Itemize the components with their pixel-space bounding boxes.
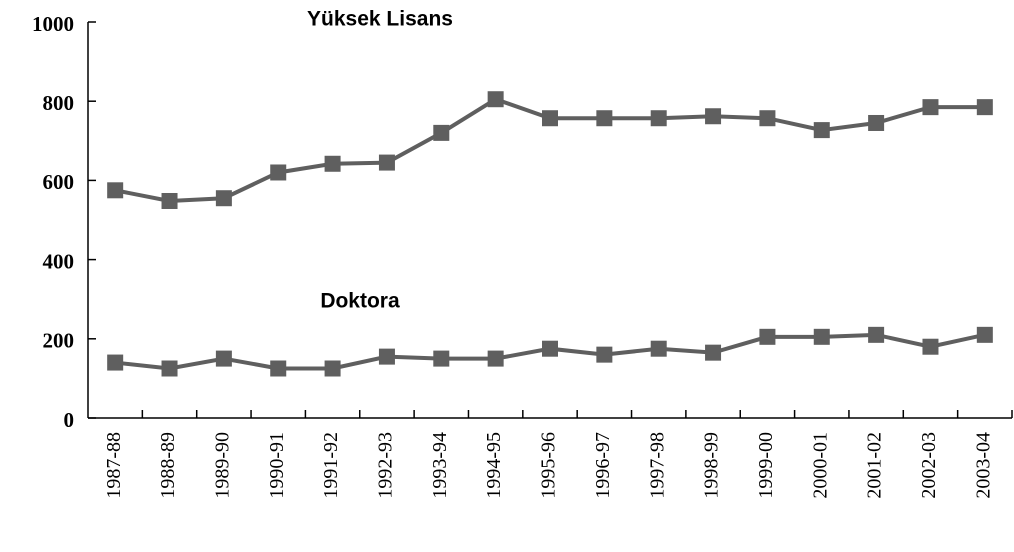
marker bbox=[161, 192, 178, 209]
marker bbox=[813, 328, 830, 345]
marker bbox=[542, 340, 558, 357]
x-tick-label: 1998-99 bbox=[701, 432, 723, 499]
marker bbox=[378, 154, 395, 171]
marker bbox=[976, 326, 993, 343]
marker bbox=[215, 350, 232, 367]
marker bbox=[759, 328, 776, 345]
marker bbox=[705, 108, 722, 125]
marker bbox=[596, 346, 613, 363]
marker bbox=[813, 122, 830, 139]
y-tick-label: 600 bbox=[43, 170, 75, 194]
x-tick-label: 1994-95 bbox=[483, 432, 505, 499]
x-tick-label: 1999-00 bbox=[755, 432, 777, 499]
marker bbox=[922, 338, 939, 355]
series-label: Doktora bbox=[320, 290, 400, 313]
marker bbox=[324, 155, 341, 172]
x-tick-label: 1995-96 bbox=[538, 432, 560, 499]
marker bbox=[487, 350, 504, 367]
x-tick-label: 2000-01 bbox=[809, 432, 831, 499]
marker bbox=[868, 114, 885, 131]
marker bbox=[161, 360, 178, 377]
marker bbox=[215, 190, 232, 207]
x-tick-label: 2003-04 bbox=[972, 432, 994, 499]
y-tick-label: 400 bbox=[43, 249, 75, 273]
marker bbox=[976, 99, 993, 116]
marker bbox=[650, 110, 667, 127]
y-tick-label: 800 bbox=[43, 91, 75, 115]
marker bbox=[107, 354, 124, 371]
y-tick-label: 0 bbox=[64, 408, 75, 432]
marker bbox=[705, 344, 722, 361]
marker bbox=[487, 91, 504, 108]
x-tick-label: 1987-88 bbox=[103, 432, 125, 499]
marker bbox=[433, 350, 450, 367]
x-tick-label: 1993-94 bbox=[429, 432, 451, 499]
y-tick-label: 200 bbox=[43, 329, 75, 353]
x-tick-label: 1996-97 bbox=[592, 432, 614, 499]
x-tick-label: 1997-98 bbox=[646, 432, 668, 499]
marker bbox=[650, 340, 667, 357]
marker bbox=[270, 164, 287, 181]
x-tick-label: 2002-03 bbox=[918, 432, 940, 499]
marker bbox=[324, 360, 341, 377]
x-tick-label: 1991-92 bbox=[320, 432, 342, 499]
series-label: Yüksek Lisans bbox=[307, 8, 453, 31]
marker bbox=[107, 182, 124, 199]
marker bbox=[596, 110, 613, 127]
x-tick-label: 1988-89 bbox=[157, 432, 179, 499]
marker bbox=[759, 110, 776, 127]
marker bbox=[922, 99, 939, 116]
marker bbox=[542, 110, 558, 127]
x-tick-label: 1990-91 bbox=[266, 432, 288, 499]
marker bbox=[433, 124, 450, 141]
y-tick-label: 1000 bbox=[32, 12, 74, 36]
x-tick-label: 1992-93 bbox=[375, 432, 397, 499]
x-tick-label: 1989-90 bbox=[211, 432, 233, 499]
x-tick-label: 2001-02 bbox=[864, 432, 886, 499]
marker bbox=[378, 348, 395, 365]
marker bbox=[868, 326, 885, 343]
marker bbox=[270, 360, 287, 377]
